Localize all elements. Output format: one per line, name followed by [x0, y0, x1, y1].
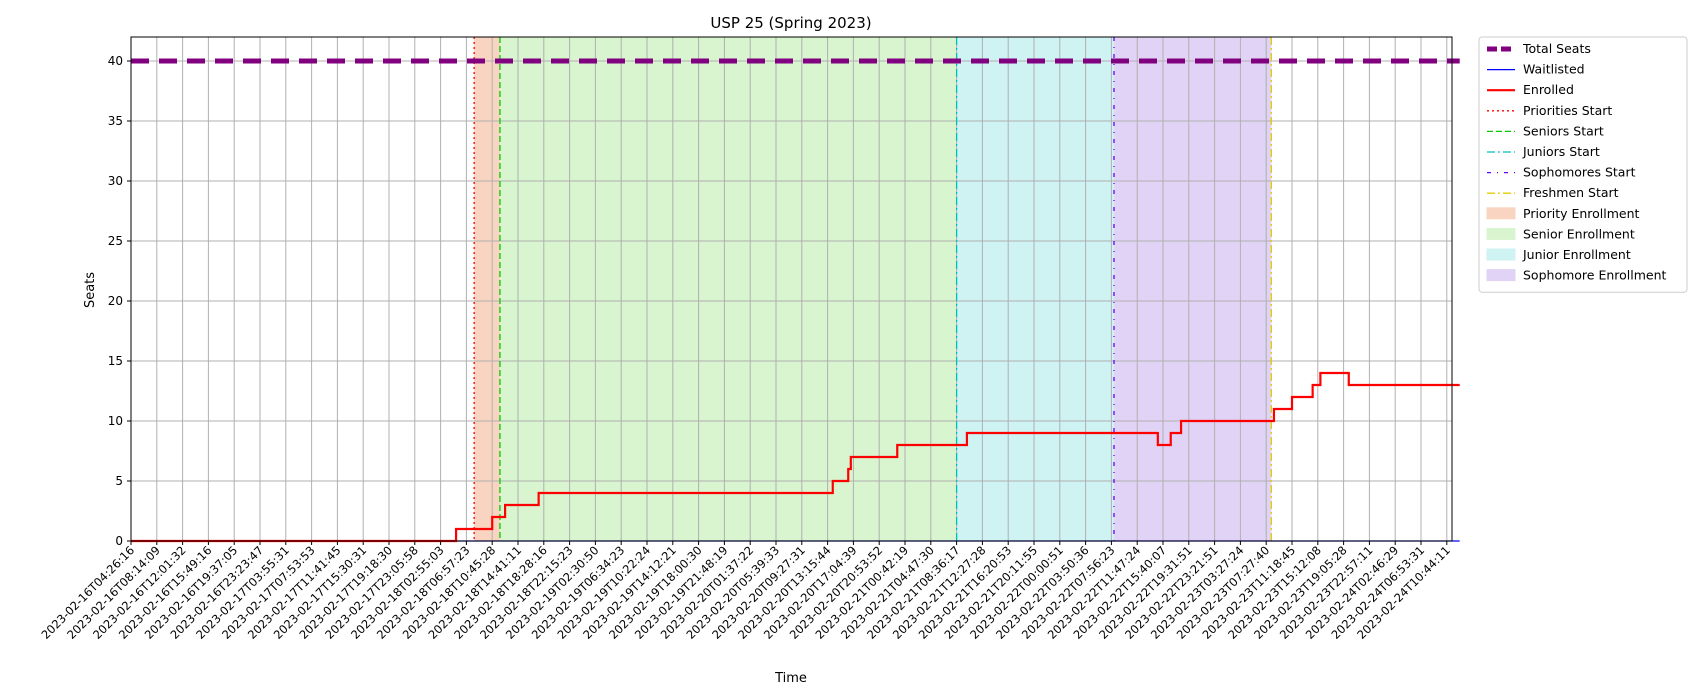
- legend-entry: Seniors Start: [1487, 123, 1604, 138]
- legend-label: Senior Enrollment: [1523, 226, 1635, 241]
- y-tick-label: 15: [108, 354, 123, 368]
- legend-entry: Waitlisted: [1487, 62, 1585, 77]
- legend-swatch: [1486, 207, 1516, 220]
- legend-swatch: [1486, 269, 1516, 282]
- legend-entry: Enrolled: [1487, 82, 1574, 97]
- y-axis: 0 5 10 15 20 25 30 35 40: [108, 54, 131, 548]
- span-priority-enrollment: [474, 37, 500, 541]
- phase-markers: [473, 37, 1273, 541]
- legend-label: Juniors Start: [1522, 144, 1600, 159]
- legend-entry: Junior Enrollment: [1486, 247, 1631, 262]
- chart-title: USP 25 (Spring 2023): [710, 14, 871, 32]
- legend-label: Freshmen Start: [1523, 185, 1619, 200]
- y-tick-label: 35: [108, 114, 123, 128]
- y-tick-label: 40: [108, 54, 123, 68]
- span-senior-enrollment: [499, 37, 957, 541]
- legend-entry: Senior Enrollment: [1486, 226, 1635, 241]
- series-enrolled: [131, 371, 1460, 543]
- y-tick-label: 10: [108, 414, 123, 428]
- x-axis-label: Time: [774, 671, 807, 686]
- y-tick-label: 20: [108, 294, 123, 308]
- y-tick-label: 30: [108, 174, 123, 188]
- plot-frame: [130, 36, 1453, 542]
- y-tick-label: 5: [115, 474, 123, 488]
- legend-label: Enrolled: [1523, 82, 1574, 97]
- legend-swatch: [1486, 227, 1516, 240]
- legend-label: Priority Enrollment: [1523, 206, 1640, 221]
- legend-entry: Priority Enrollment: [1486, 206, 1640, 221]
- span-junior-enrollment: [956, 37, 1114, 541]
- enrollment-spans: [474, 37, 1272, 541]
- legend-entry: Priorities Start: [1487, 103, 1612, 118]
- legend-label: Sophomore Enrollment: [1523, 268, 1667, 283]
- legend-entry: Total Seats: [1487, 41, 1591, 56]
- grid: [130, 37, 1452, 542]
- legend-entry: Sophomores Start: [1487, 165, 1636, 180]
- y-axis-label: Seats: [83, 272, 98, 308]
- legend: Total Seats Waitlisted Enrolled Priorities …: [1478, 36, 1688, 293]
- legend-label: Junior Enrollment: [1522, 247, 1631, 262]
- legend-label: Sophomores Start: [1523, 165, 1636, 180]
- legend-entry: Juniors Start: [1487, 144, 1600, 159]
- legend-entry: Sophomore Enrollment: [1486, 268, 1667, 283]
- legend-box: [1478, 36, 1688, 293]
- y-tick-label: 25: [108, 234, 123, 248]
- legend-swatch: [1486, 248, 1516, 261]
- legend-label: Seniors Start: [1523, 123, 1604, 138]
- legend-label: Priorities Start: [1523, 103, 1612, 118]
- legend-entry: Freshmen Start: [1487, 185, 1619, 200]
- legend-label: Waitlisted: [1523, 62, 1585, 77]
- y-tick-label: 0: [115, 534, 123, 548]
- x-axis: 2023-02-16T04:26:162023-02-16T08:14:0920…: [38, 541, 1453, 642]
- legend-label: Total Seats: [1522, 41, 1591, 56]
